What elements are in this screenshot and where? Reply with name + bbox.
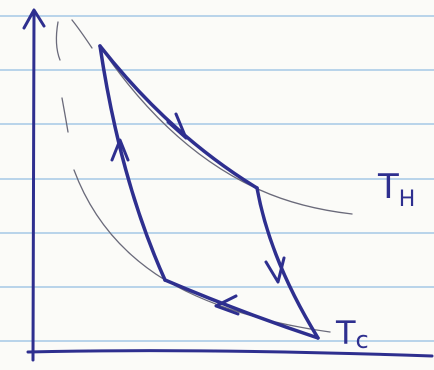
paper-lines — [0, 16, 434, 341]
cold-label-main: T — [335, 314, 356, 352]
hot-label-main: T — [377, 167, 399, 207]
y-axis — [33, 12, 34, 360]
cold-isotherm-tail — [62, 98, 68, 132]
x-axis — [28, 351, 432, 356]
cold-compression — [165, 280, 318, 338]
hot-isotherm — [100, 46, 352, 214]
isotherms — [56, 20, 352, 332]
cold-label: Tc — [335, 314, 369, 354]
arrow — [266, 258, 284, 282]
diagram: TH Tc — [0, 0, 434, 370]
axes — [24, 10, 432, 360]
cold-label-sub: c — [356, 326, 369, 354]
cold-isotherm — [74, 170, 330, 332]
adiabatic-compression — [100, 46, 165, 280]
arrow — [168, 114, 186, 138]
cold-isotherm-tail — [56, 22, 60, 60]
hot-label-sub: H — [399, 187, 416, 212]
hot-label: TH — [377, 167, 415, 212]
hot-isotherm-tail — [72, 20, 92, 48]
